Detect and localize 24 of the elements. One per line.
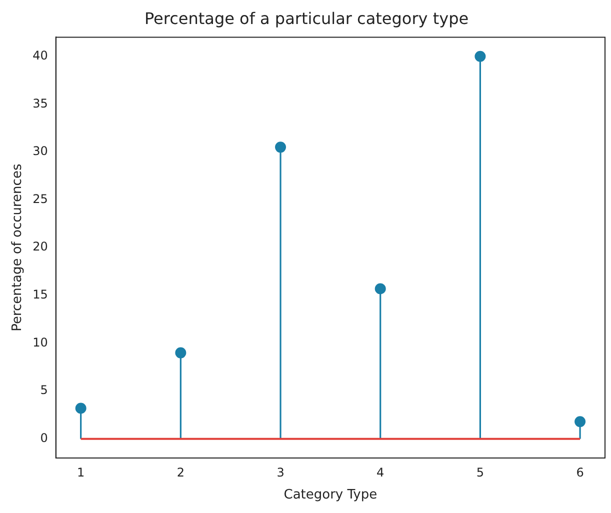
chart-title: Percentage of a particular category type (144, 8, 469, 28)
y-tick-label: 0 (40, 431, 48, 445)
y-tick-label: 20 (32, 240, 48, 254)
y-tick-label: 5 (40, 383, 48, 398)
y-tick-label: 40 (32, 48, 48, 62)
point (75, 402, 86, 414)
y-tick-label: 30 (32, 144, 48, 158)
y-tick-label: 35 (32, 96, 48, 110)
y-tick-label: 10 (32, 335, 48, 350)
point (275, 142, 286, 153)
point (574, 416, 586, 428)
x-axis-title: Category Type (284, 488, 378, 503)
x-tick-label: 1 (77, 465, 85, 480)
y-axis-title: Percentage of occurences (10, 164, 26, 332)
x-tick-label: 2 (176, 465, 184, 480)
x-tick-label: 5 (476, 465, 484, 480)
x-tick-label: 6 (576, 465, 584, 480)
y-tick-label: 15 (32, 288, 48, 302)
x-tick-label: 3 (276, 465, 284, 480)
point (374, 283, 386, 294)
y-tick-label: 25 (32, 192, 48, 206)
x-tick-label: 4 (376, 465, 384, 480)
point (474, 50, 486, 62)
point (175, 347, 186, 358)
